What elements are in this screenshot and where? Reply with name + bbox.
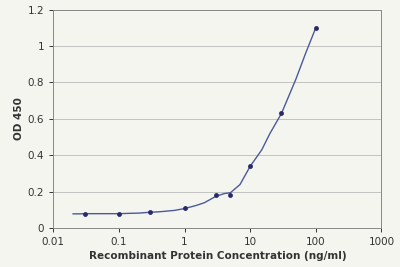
Y-axis label: OD 450: OD 450: [14, 97, 24, 140]
X-axis label: Recombinant Protein Concentration (ng/ml): Recombinant Protein Concentration (ng/ml…: [88, 252, 346, 261]
